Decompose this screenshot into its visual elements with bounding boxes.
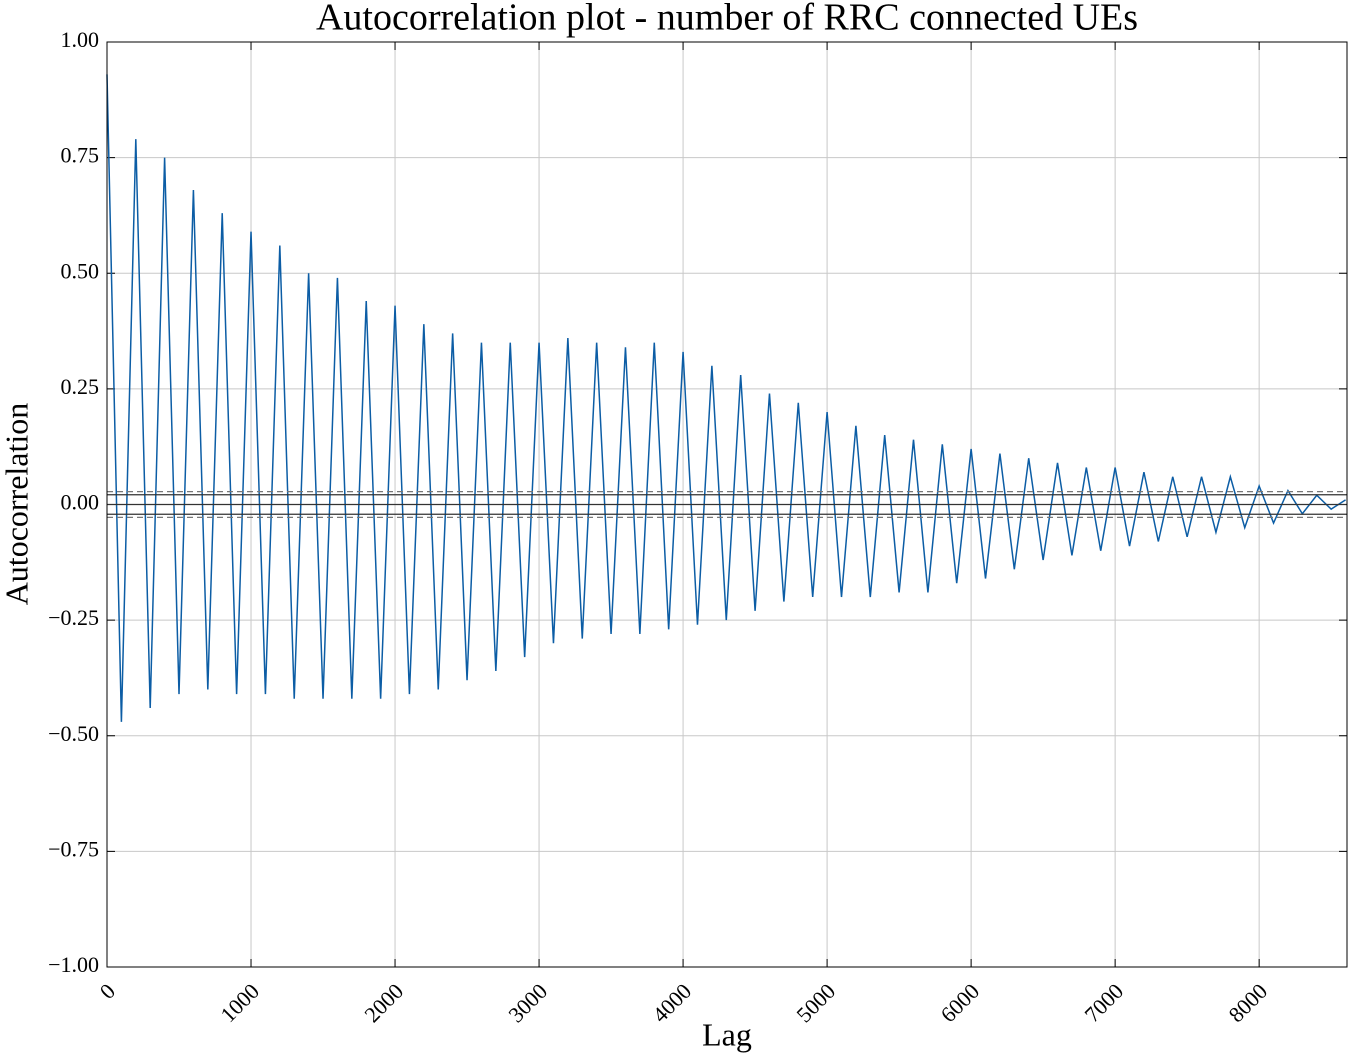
y-tick-label: −0.25 bbox=[48, 605, 99, 630]
y-tick-label: 0.25 bbox=[61, 374, 100, 399]
x-axis-label: Lag bbox=[702, 1016, 752, 1052]
y-tick-label: −0.50 bbox=[48, 721, 99, 746]
data-line bbox=[106, 74, 1346, 722]
x-tick-label: 2000 bbox=[359, 978, 408, 1027]
x-tick-label: 0 bbox=[95, 978, 120, 1003]
x-tick-label: 5000 bbox=[791, 978, 840, 1027]
y-tick-label: 0.00 bbox=[61, 490, 100, 515]
x-tick-label: 4000 bbox=[647, 978, 696, 1027]
plot-frame bbox=[106, 41, 1348, 968]
y-tick-label: 0.50 bbox=[61, 258, 100, 283]
y-axis-label: Autocorrelation bbox=[0, 403, 34, 606]
x-tick-label: 1000 bbox=[215, 978, 264, 1027]
x-tick-label: 8000 bbox=[1223, 978, 1272, 1027]
x-tick-label: 3000 bbox=[503, 978, 552, 1027]
y-tick-label: −0.75 bbox=[48, 836, 99, 861]
y-tick-label: −1.00 bbox=[48, 952, 99, 977]
y-tick-label: 0.75 bbox=[61, 143, 100, 168]
x-tick-label: 6000 bbox=[935, 978, 984, 1027]
chart-title: Autocorrelation plot - number of RRC con… bbox=[316, 0, 1138, 39]
x-tick-label: 7000 bbox=[1079, 978, 1128, 1027]
y-tick-label: 1.00 bbox=[61, 27, 100, 52]
